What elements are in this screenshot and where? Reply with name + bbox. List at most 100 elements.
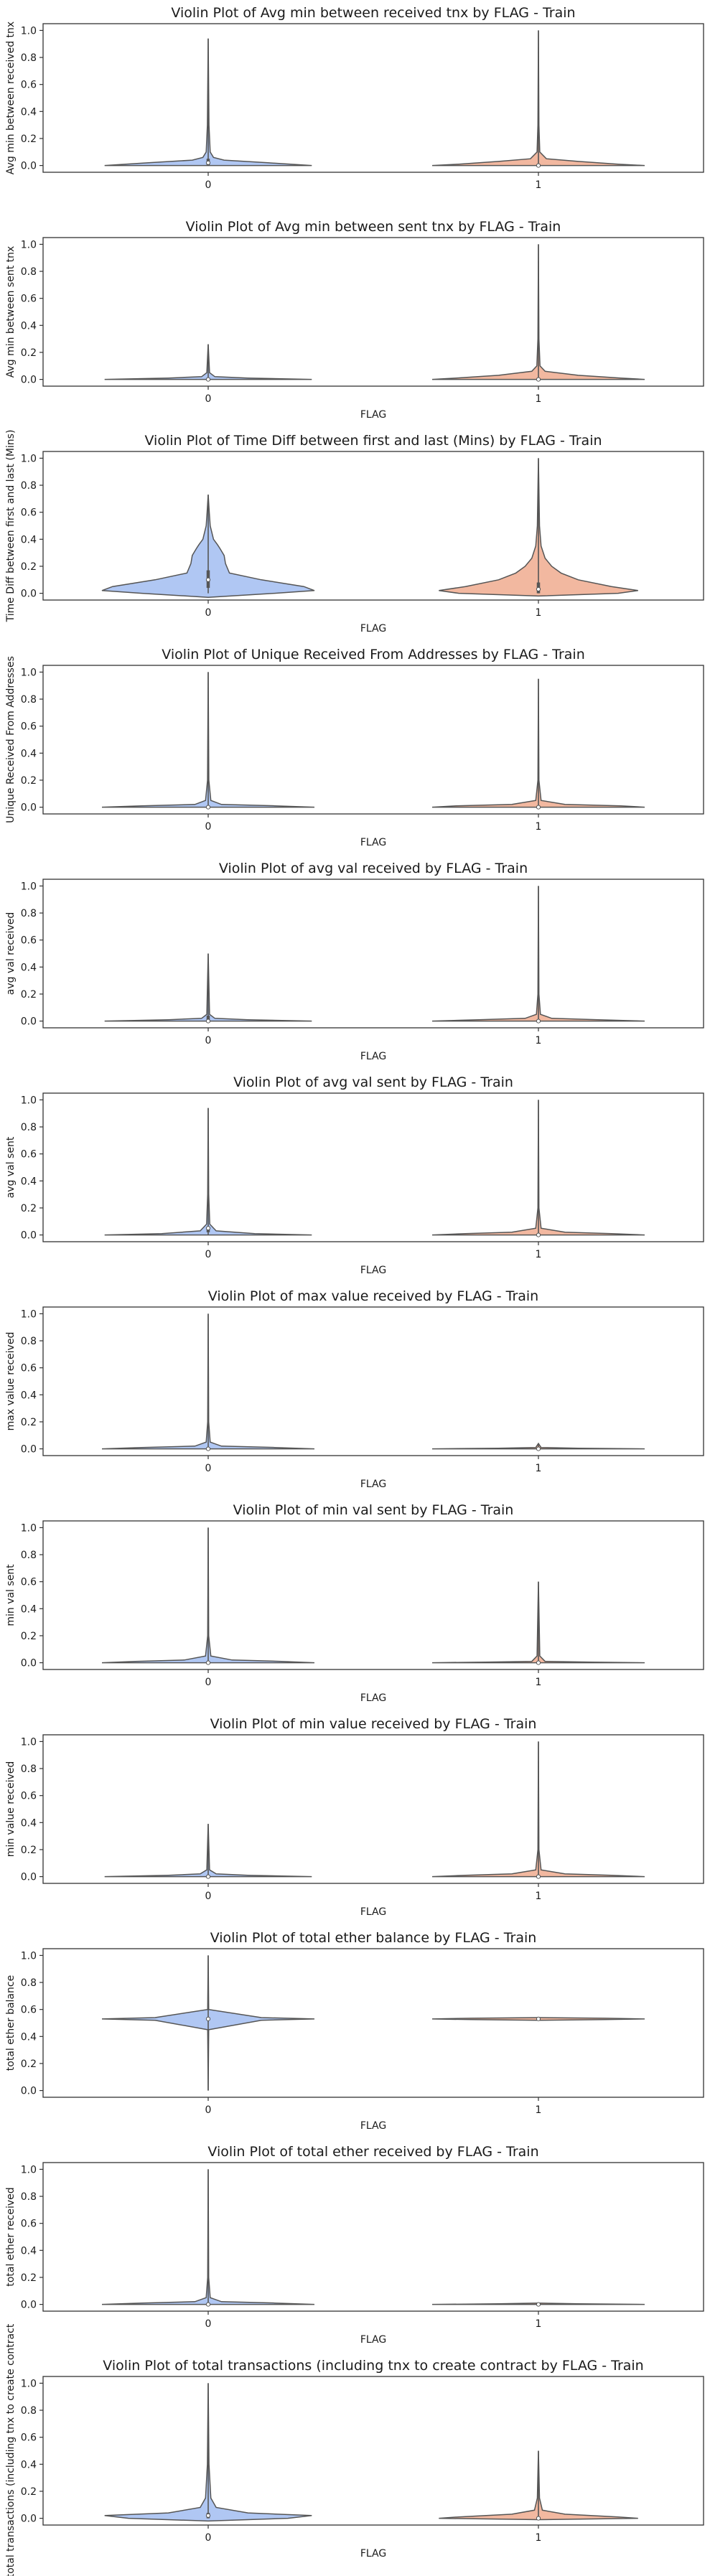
chart-8-axes-frame — [42, 1520, 704, 1670]
chart-8-xtick-label: 0 — [205, 1677, 212, 1688]
chart-11-ytick-label: 1.0 — [21, 2164, 37, 2175]
chart-7-xtick-label: 0 — [205, 1463, 212, 1474]
chart-7-ylabel: max value received — [5, 1332, 17, 1431]
chart-5-ytick-label: 1.0 — [21, 881, 37, 892]
chart-1-ytick-label: 0.6 — [21, 80, 37, 91]
chart-3-ylabel: Time Diff between first and last (Mins) — [5, 430, 17, 623]
chart-8-median-1 — [536, 1660, 541, 1665]
chart-4-ytick-label: 0.6 — [21, 721, 37, 733]
chart-12-axes-frame — [42, 2376, 704, 2526]
chart-11-axes-frame — [42, 2162, 704, 2312]
chart-12-ytick-label: 0.0 — [21, 2514, 37, 2525]
chart-10-ytick-label: 1.0 — [21, 1950, 37, 1962]
chart-1-median-1 — [536, 163, 541, 168]
chart-2-xtick-label: 1 — [536, 393, 542, 405]
chart-6-ytick-label: 0.2 — [21, 1203, 37, 1214]
chart-3-ytick-label: 0.4 — [21, 534, 37, 545]
chart-6-xtick-label: 1 — [536, 1249, 542, 1260]
chart-12-xtick-label: 0 — [205, 2532, 212, 2544]
chart-11-ytick-label: 0.8 — [21, 2191, 37, 2203]
chart-7-ytick-label: 0.8 — [21, 1336, 37, 1347]
chart-6-ytick-label: 0.6 — [21, 1149, 37, 1161]
chart-3-ytick-label: 0.6 — [21, 507, 37, 519]
chart-1-ytick-label: 0.4 — [21, 106, 37, 118]
chart-11-title: Violin Plot of total ether received by F… — [207, 2144, 538, 2160]
chart-5-median-0 — [205, 1018, 211, 1024]
chart-10-median-0 — [205, 2016, 211, 2021]
chart-7-ytick-label: 0.0 — [21, 1444, 37, 1456]
chart-12-ytick-label: 0.6 — [21, 2432, 37, 2444]
chart-6-ylabel: avg val sent — [5, 1136, 17, 1198]
chart-9-ytick-label: 0.8 — [21, 1764, 37, 1775]
chart-12-ytick-label: 0.4 — [21, 2459, 37, 2470]
chart-12-ytick-label: 0.8 — [21, 2405, 37, 2417]
chart-4-median-1 — [536, 805, 541, 810]
chart-2-title: Violin Plot of Avg min between sent tnx … — [186, 219, 561, 235]
chart-10: Violin Plot of total ether balance by FL… — [5, 1930, 704, 2132]
chart-9-axes-frame — [42, 1734, 704, 1884]
chart-4-xtick-label: 0 — [205, 821, 212, 833]
chart-1-median-0 — [205, 160, 211, 165]
chart-5-ytick-label: 0.0 — [21, 1016, 37, 1028]
chart-5-ytick-label: 0.4 — [21, 962, 37, 973]
chart-12-median-1 — [536, 2516, 541, 2521]
chart-10-xtick-label: 0 — [205, 2104, 212, 2116]
chart-12-ylabel: total transactions (including tnx to cre… — [5, 2323, 17, 2576]
chart-7-median-0 — [205, 1446, 211, 1451]
chart-1-ytick-label: 0.2 — [21, 134, 37, 145]
chart-12-ytick-label: 0.2 — [21, 2486, 37, 2498]
chart-2-ytick-label: 0.0 — [21, 375, 37, 386]
chart-2-ylabel: Avg min between sent tnx — [5, 246, 17, 378]
chart-7-ytick-label: 0.4 — [21, 1390, 37, 1401]
chart-1-ytick-label: 0.0 — [21, 161, 37, 172]
chart-7-ytick-label: 0.2 — [21, 1417, 37, 1428]
chart-1-xtick-label: 1 — [536, 179, 542, 191]
chart-4-xlabel: FLAG — [360, 837, 386, 848]
chart-4-xtick-label: 1 — [536, 821, 542, 833]
chart-3-ytick-label: 0.0 — [21, 589, 37, 600]
chart-8-ytick-label: 0.2 — [21, 1631, 37, 1642]
chart-7-median-1 — [536, 1446, 541, 1451]
chart-2: Violin Plot of Avg min between sent tnx … — [5, 219, 704, 421]
chart-9-ylabel: min value received — [5, 1761, 17, 1858]
chart-12-xlabel: FLAG — [360, 2548, 386, 2559]
chart-8-ytick-label: 0.8 — [21, 1550, 37, 1561]
chart-2-ytick-label: 1.0 — [21, 239, 37, 250]
chart-11-ytick-label: 0.2 — [21, 2272, 37, 2284]
chart-10-xlabel: FLAG — [360, 2120, 386, 2132]
chart-9-median-1 — [536, 1874, 541, 1879]
chart-4-ytick-label: 0.0 — [21, 802, 37, 814]
chart-8-title: Violin Plot of min val sent by FLAG - Tr… — [233, 1502, 514, 1518]
chart-11-ytick-label: 0.4 — [21, 2245, 37, 2257]
chart-2-ytick-label: 0.2 — [21, 347, 37, 359]
chart-4-median-0 — [205, 805, 211, 810]
chart-3-ytick-label: 0.2 — [21, 561, 37, 573]
chart-1-xtick-label: 0 — [205, 179, 212, 191]
chart-12: Violin Plot of total transactions (inclu… — [5, 2323, 704, 2576]
chart-6-median-1 — [536, 1232, 541, 1237]
chart-2-ytick-label: 0.4 — [21, 320, 37, 332]
chart-4-ytick-label: 0.8 — [21, 694, 37, 706]
chart-6-xlabel: FLAG — [360, 1265, 386, 1276]
chart-2-median-1 — [536, 377, 541, 382]
chart-1-ylabel: Avg min between received tnx — [5, 22, 17, 174]
chart-5-title: Violin Plot of avg val received by FLAG … — [219, 861, 528, 876]
chart-5: Violin Plot of avg val received by FLAG … — [5, 861, 704, 1062]
chart-4-ytick-label: 1.0 — [21, 667, 37, 678]
chart-3-title: Violin Plot of Time Diff between first a… — [144, 433, 602, 449]
chart-4-ylabel: Unique Received From Addresses — [5, 656, 17, 823]
chart-10-axes-frame — [42, 1948, 704, 2098]
chart-2-median-0 — [205, 377, 211, 382]
chart-11-xlabel: FLAG — [360, 2334, 386, 2346]
chart-11-ylabel: total ether received — [5, 2187, 17, 2286]
chart-6: Violin Plot of avg val sent by FLAG - Tr… — [5, 1074, 704, 1276]
chart-3: Violin Plot of Time Diff between first a… — [5, 430, 704, 634]
chart-11-ytick-label: 0.0 — [21, 2300, 37, 2311]
chart-4-ytick-label: 0.4 — [21, 748, 37, 759]
chart-7-axes-frame — [42, 1306, 704, 1456]
chart-8-xtick-label: 1 — [536, 1677, 542, 1688]
chart-12-xtick-label: 1 — [536, 2532, 542, 2544]
chart-6-title: Violin Plot of avg val sent by FLAG - Tr… — [233, 1074, 513, 1090]
chart-6-xtick-label: 0 — [205, 1249, 212, 1260]
chart-1-axes-frame — [42, 23, 704, 173]
